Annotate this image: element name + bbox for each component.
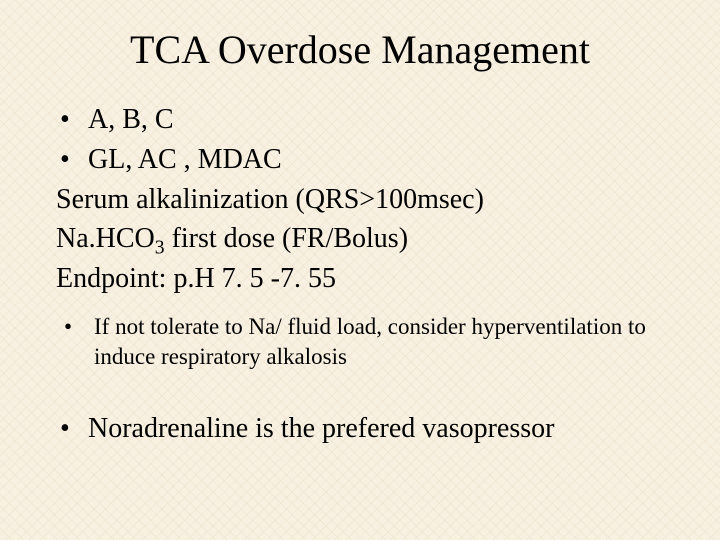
bullet-dot-icon: • [56, 312, 94, 342]
slide: TCA Overdose Management • A, B, C • GL, … [0, 0, 720, 540]
body-line-part: Na.HCO [56, 223, 155, 254]
final-block: • Noradrenaline is the prefered vasopres… [56, 410, 670, 448]
bullet-item: • A, B, C [56, 101, 670, 139]
bullet-dot-icon: • [56, 101, 88, 139]
bullet-dot-icon: • [56, 410, 88, 448]
bullet-dot-icon: • [56, 141, 88, 179]
body-line: Na.HCO3 first dose (FR/Bolus) [56, 220, 670, 258]
body-line: Endpoint: p.H 7. 5 -7. 55 [56, 260, 670, 298]
bullet-item: • GL, AC , MDAC [56, 141, 670, 179]
bullet-item: • Noradrenaline is the prefered vasopres… [56, 410, 670, 448]
bullet-text: A, B, C [88, 101, 670, 139]
slide-title: TCA Overdose Management [50, 26, 670, 73]
body-line-part: first dose (FR/Bolus) [165, 223, 408, 254]
sub-bullet-text: If not tolerate to Na/ fluid load, consi… [94, 312, 670, 372]
sub-bullet-item: • If not tolerate to Na/ fluid load, con… [56, 312, 670, 372]
sub-block: • If not tolerate to Na/ fluid load, con… [56, 312, 670, 372]
bullet-text: GL, AC , MDAC [88, 141, 670, 179]
body-block: • A, B, C • GL, AC , MDAC Serum alkalini… [56, 101, 670, 298]
bullet-text: Noradrenaline is the prefered vasopresso… [88, 410, 670, 448]
body-line: Serum alkalinization (QRS>100msec) [56, 181, 670, 219]
subscript: 3 [155, 238, 165, 259]
